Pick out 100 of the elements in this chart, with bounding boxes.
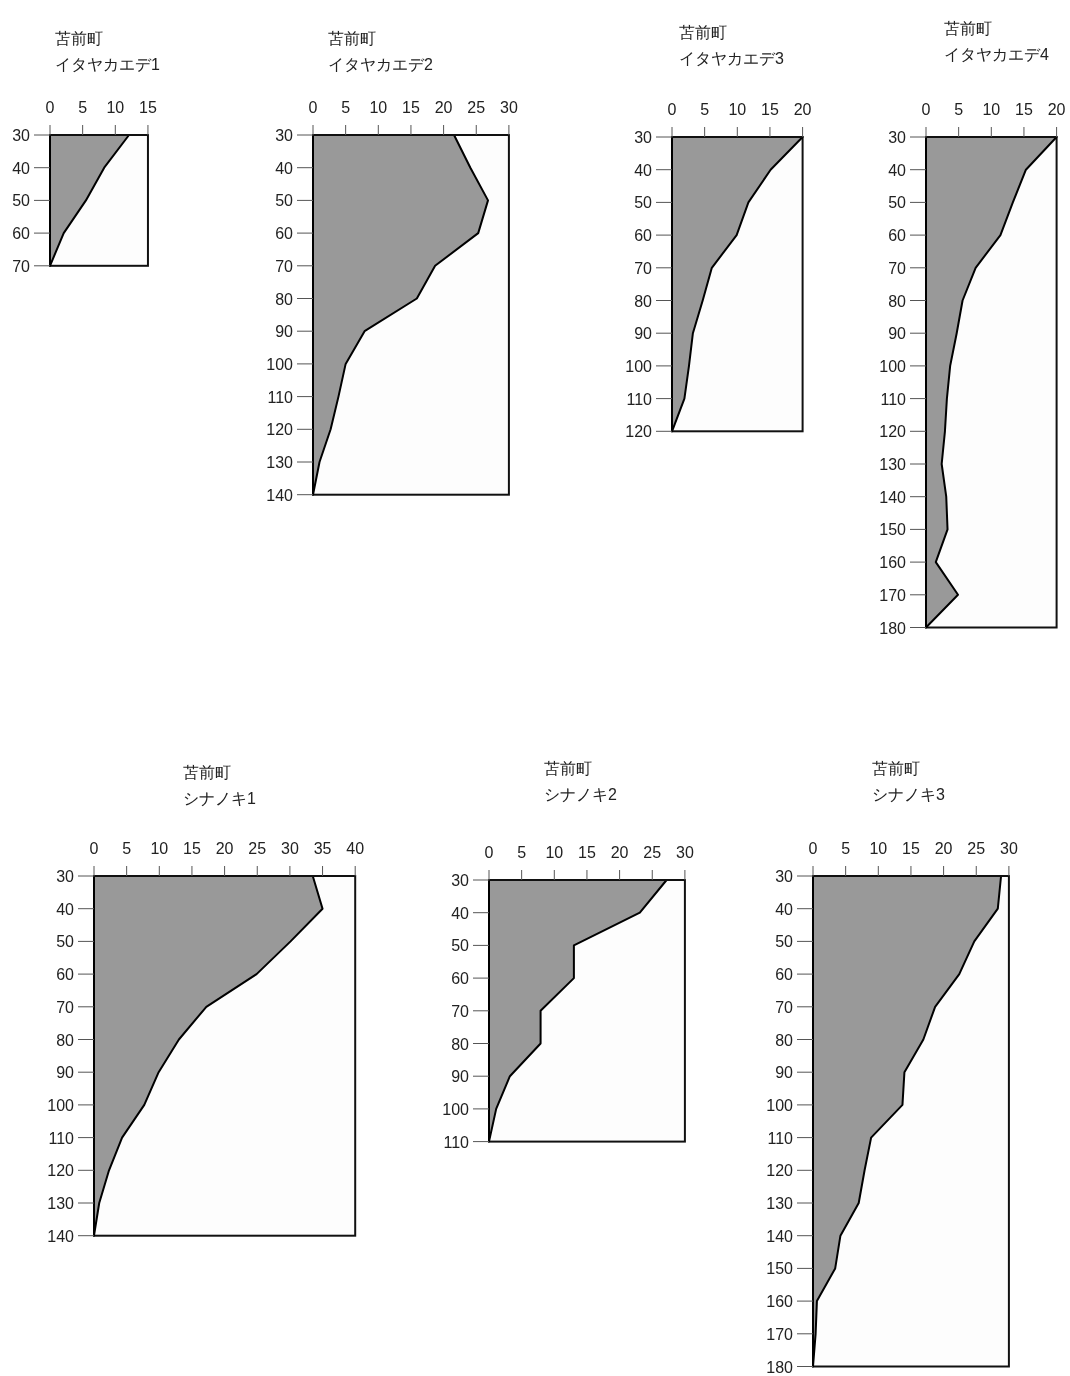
chart-subtitle: イタヤカエデ2 [328,56,433,73]
y-tick-label: 60 [12,225,31,243]
y-tick-label: 80 [634,292,653,310]
x-tick-label: 20 [1047,101,1066,118]
y-tick-label: 30 [888,129,907,146]
x-tick-label: 40 [346,840,365,857]
y-tick-label: 90 [56,1064,75,1082]
y-tick-label: 70 [634,259,653,277]
x-tick-label: 10 [106,99,125,116]
x-tick-label: 5 [78,99,88,116]
y-tick-label: 50 [888,194,907,212]
chart-title: 苫前町 [55,30,103,47]
y-tick-label: 50 [56,933,75,951]
y-tick-label: 110 [267,388,294,406]
chart-title: 苫前町 [183,764,231,781]
y-tick-label: 70 [12,257,31,275]
y-tick-label: 140 [879,488,907,506]
chart-subtitle: シナノキ2 [544,786,617,803]
x-tick-label: 20 [215,840,234,857]
y-tick-label: 110 [626,390,653,408]
y-tick-label: 100 [766,1096,794,1114]
y-tick-label: 60 [888,227,907,245]
chart-subtitle: イタヤカエデ1 [55,56,160,73]
y-tick-label: 60 [275,225,294,243]
y-tick-label: 180 [766,1358,794,1376]
x-tick-label: 5 [954,101,964,118]
x-tick-label: 10 [869,840,888,857]
y-tick-label: 40 [775,900,794,918]
x-tick-label: 0 [808,840,818,857]
chart-title: 苫前町 [872,760,920,777]
y-tick-label: 30 [451,872,470,889]
y-tick-label: 80 [451,1035,470,1053]
x-tick-label: 0 [667,101,677,118]
x-tick-label: 15 [1015,101,1033,118]
y-tick-label: 50 [775,933,794,951]
y-tick-label: 160 [879,554,907,572]
y-tick-label: 40 [275,159,294,177]
y-tick-label: 80 [56,1031,75,1049]
x-tick-label: 15 [139,99,157,116]
y-tick-label: 60 [56,966,75,984]
y-tick-label: 150 [879,521,907,539]
x-tick-label: 25 [967,840,986,857]
chart-subtitle: イタヤカエデ4 [944,46,1049,63]
y-tick-label: 30 [275,127,294,144]
x-tick-label: 20 [434,99,453,116]
x-tick-label: 5 [517,844,527,861]
y-tick-label: 150 [766,1260,794,1278]
y-tick-label: 160 [766,1293,794,1311]
y-tick-label: 40 [56,900,75,918]
x-tick-label: 5 [700,101,710,118]
y-tick-label: 80 [775,1031,794,1049]
y-tick-label: 120 [266,421,294,439]
y-tick-label: 50 [634,194,653,212]
x-tick-label: 0 [89,840,99,857]
y-tick-label: 40 [888,161,907,179]
y-tick-label: 140 [266,486,294,504]
y-tick-label: 120 [47,1162,75,1180]
y-tick-label: 70 [451,1002,470,1020]
y-tick-label: 130 [47,1195,75,1212]
y-tick-label: 70 [275,257,294,275]
chart-subtitle: イタヤカエデ3 [679,50,784,67]
y-tick-label: 90 [888,325,907,343]
y-tick-label: 170 [879,586,907,604]
y-tick-label: 180 [879,619,907,637]
y-tick-label: 130 [879,456,907,473]
y-tick-label: 90 [275,323,294,341]
y-tick-label: 60 [775,966,794,984]
y-tick-label: 30 [634,129,653,146]
x-tick-label: 5 [122,840,132,857]
x-tick-label: 20 [934,840,953,857]
y-tick-label: 70 [56,998,75,1016]
chart-title: 苫前町 [679,24,727,41]
y-tick-label: 40 [634,161,653,179]
chart-title: 苫前町 [328,30,376,47]
y-tick-label: 100 [879,357,907,375]
chart-subtitle: シナノキ3 [872,786,945,803]
y-tick-label: 140 [766,1227,794,1245]
x-tick-label: 30 [1000,840,1018,857]
chart-subtitle: シナノキ1 [183,790,256,807]
y-tick-label: 50 [451,937,470,955]
x-tick-label: 15 [402,99,420,116]
y-tick-label: 40 [12,159,31,177]
y-tick-label: 30 [775,868,794,885]
y-tick-label: 170 [766,1325,794,1343]
y-tick-label: 120 [879,423,907,441]
chart-title: 苫前町 [944,20,992,37]
y-tick-label: 110 [48,1129,75,1147]
y-tick-label: 30 [12,127,31,144]
y-tick-label: 60 [451,970,470,988]
x-tick-label: 30 [500,99,518,116]
y-tick-label: 120 [625,423,653,441]
y-tick-label: 110 [880,390,907,408]
x-tick-label: 5 [341,99,351,116]
y-tick-label: 80 [888,292,907,310]
x-tick-label: 15 [183,840,201,857]
y-tick-label: 70 [888,259,907,277]
x-tick-label: 10 [369,99,388,116]
x-tick-label: 15 [902,840,920,857]
x-tick-label: 10 [728,101,747,118]
x-tick-label: 20 [793,101,812,118]
